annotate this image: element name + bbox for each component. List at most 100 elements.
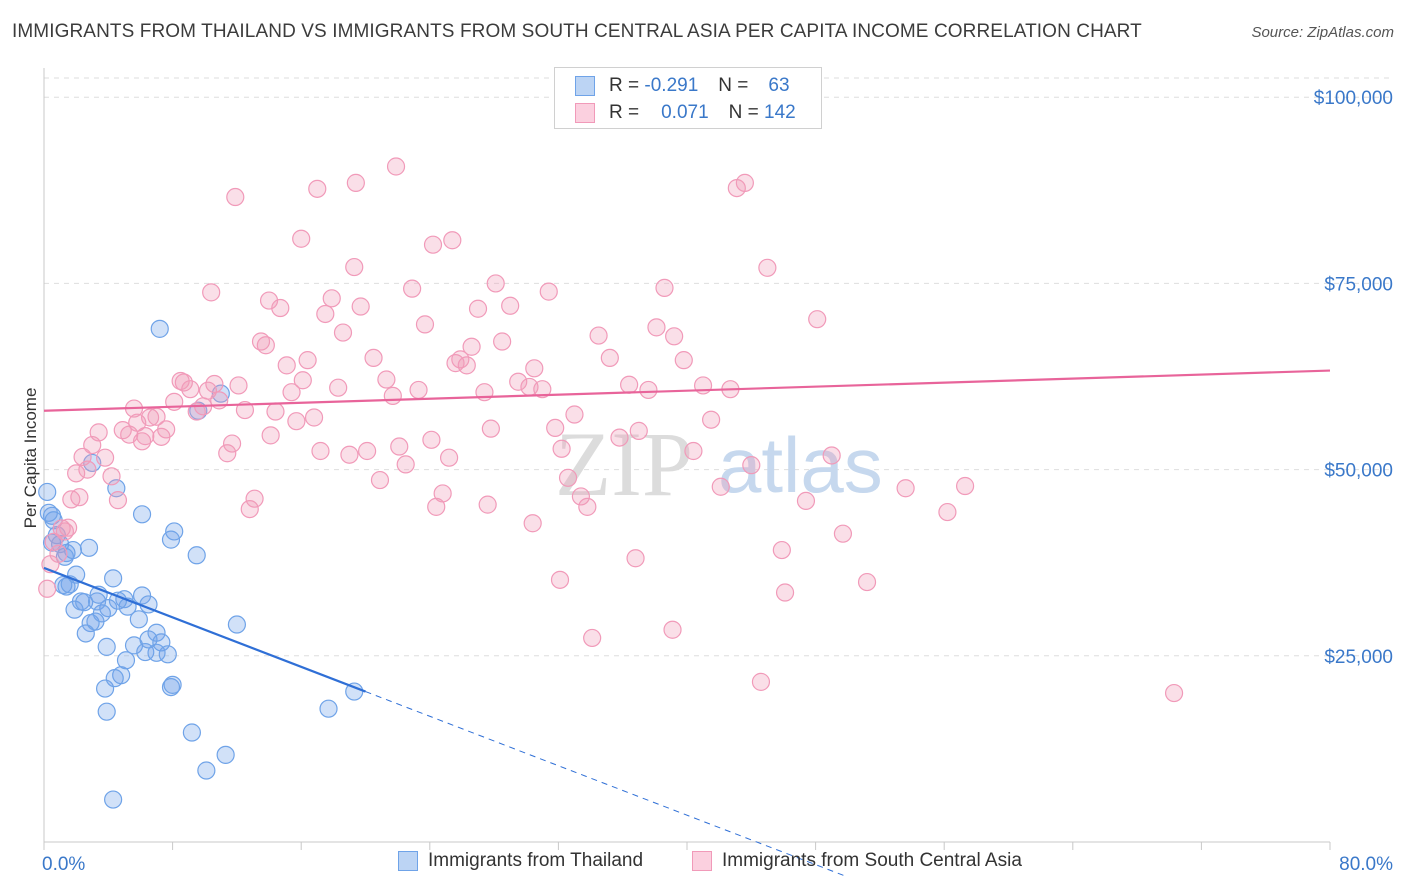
point-series0-26	[97, 637, 116, 656]
chart-source: Source: ZipAtlas.com	[1251, 24, 1394, 41]
legend-r-value-thailand: -0.291	[644, 75, 699, 96]
point-series1-49	[287, 412, 306, 431]
point-series0-49	[132, 505, 152, 524]
point-series1-135	[751, 672, 771, 691]
point-series1-125	[346, 173, 365, 192]
point-series1-73	[433, 484, 452, 503]
point-series1-108	[702, 410, 721, 429]
point-series1-137	[796, 491, 816, 510]
point-series1-118	[955, 476, 975, 496]
point-series1-47	[277, 356, 296, 375]
point-series1-64	[377, 370, 396, 389]
point-series1-11	[78, 460, 97, 479]
correlation-legend: R = -0.291 N = 63 R = 0.071 N = 142	[554, 67, 822, 129]
point-series1-44	[261, 426, 280, 445]
point-series1-69	[409, 380, 428, 400]
point-series1-141	[938, 502, 957, 522]
legend-n-value-thailand: 63	[768, 75, 790, 96]
point-series1-8	[67, 464, 86, 483]
point-series1-29	[174, 373, 193, 392]
point-series1-4	[52, 519, 71, 538]
point-series1-120	[202, 283, 221, 302]
point-series1-117	[822, 446, 841, 465]
point-series1-14	[95, 448, 115, 467]
point-series1-67	[396, 455, 415, 474]
point-series1-39	[235, 400, 255, 420]
point-series1-0	[38, 579, 57, 598]
point-series0-23	[92, 604, 111, 623]
data-points	[38, 157, 1184, 809]
series-legend: Immigrants from Thailand Immigrants from…	[0, 850, 1406, 880]
point-series0-0	[38, 482, 57, 502]
legend-r-value-south-central-asia: 0.071	[661, 102, 709, 123]
point-series1-41	[245, 489, 264, 508]
point-series1-115	[775, 583, 795, 602]
point-series1-87	[525, 359, 544, 378]
point-series1-34	[205, 374, 224, 394]
point-series0-54	[150, 319, 169, 338]
point-series1-16	[108, 491, 128, 510]
x-tick-label-max: 80.0%	[1339, 854, 1393, 875]
point-series1-92	[558, 468, 578, 487]
point-series1-57	[333, 323, 353, 342]
point-series1-95	[578, 497, 597, 516]
tick-labels: $25,000 $50,000 $75,000 $100,000 0.0% 80…	[21, 88, 1393, 875]
point-series1-105	[674, 351, 693, 370]
point-series0-25	[104, 569, 123, 588]
legend-item-south-central-asia[interactable]: Immigrants from South Central Asia	[692, 850, 1022, 872]
point-series1-99	[620, 375, 639, 394]
point-series1-136	[772, 540, 791, 560]
point-series1-22	[136, 427, 155, 446]
legend-swatch-south-central-asia	[692, 851, 712, 871]
point-series1-40	[240, 499, 259, 519]
point-series1-106	[684, 441, 703, 461]
y-tick-label-25000: $25,000	[1324, 647, 1393, 668]
chart-title: IMMIGRANTS FROM THAILAND VS IMMIGRANTS F…	[12, 21, 1142, 42]
point-series1-56	[329, 378, 348, 397]
point-series1-15	[102, 467, 121, 486]
point-series1-91	[552, 439, 571, 458]
point-series1-48	[282, 383, 301, 402]
point-series1-97	[600, 348, 619, 368]
point-series0-55	[187, 546, 206, 565]
point-series1-53	[311, 441, 330, 461]
point-series0-57	[216, 745, 235, 764]
legend-row-south-central-asia: R = 0.071 N = 142	[575, 100, 796, 126]
point-series0-43	[163, 675, 182, 694]
point-series1-62	[364, 348, 383, 368]
point-series1-90	[546, 418, 565, 438]
point-series1-98	[610, 428, 629, 447]
point-series1-55	[322, 289, 341, 308]
point-series0-24	[87, 592, 107, 611]
point-series0-19	[76, 624, 95, 643]
point-series1-78	[462, 337, 481, 356]
point-series1-13	[89, 423, 108, 442]
point-series0-45	[105, 669, 124, 688]
legend-r-label: R =	[609, 102, 640, 123]
point-series1-138	[833, 524, 853, 543]
legend-label-south-central-asia: Immigrants from South Central Asia	[722, 850, 1022, 871]
point-series1-61	[358, 441, 377, 461]
point-series1-94	[571, 487, 591, 506]
point-series0-38	[147, 623, 166, 642]
point-series1-133	[626, 549, 645, 568]
point-series1-51	[298, 351, 317, 370]
point-series0-56	[227, 615, 246, 634]
point-series1-122	[259, 291, 279, 310]
trend-extension-series0	[365, 691, 848, 878]
point-series1-104	[665, 327, 684, 346]
point-series1-36	[218, 444, 237, 463]
point-series1-88	[533, 380, 552, 399]
point-series1-77	[457, 356, 476, 375]
point-series1-63	[370, 470, 390, 490]
point-series1-2	[44, 532, 63, 551]
point-series1-83	[493, 332, 512, 351]
legend-item-thailand[interactable]: Immigrants from Thailand	[398, 850, 643, 872]
point-series1-85	[509, 372, 528, 391]
point-series0-59	[182, 723, 201, 742]
trend-line-series0	[43, 566, 366, 693]
point-series1-123	[292, 229, 311, 248]
legend-swatch-thailand	[575, 76, 595, 96]
point-series0-30	[116, 651, 136, 670]
point-series1-134	[663, 620, 682, 639]
